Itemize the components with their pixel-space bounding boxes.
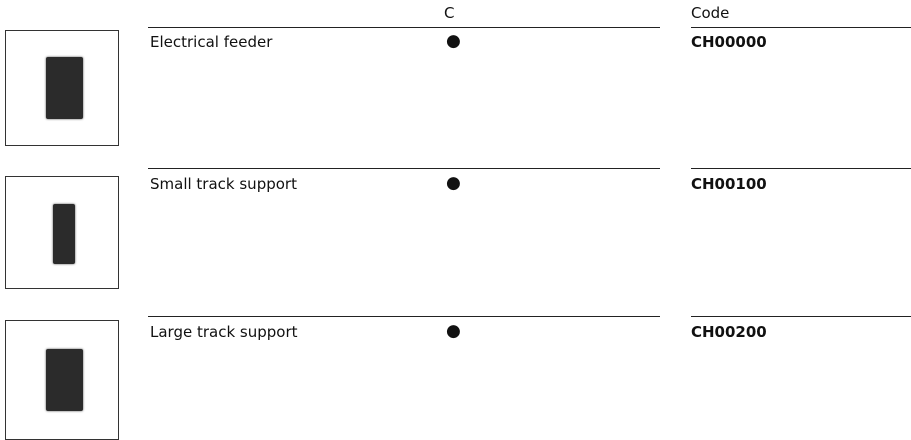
row-divider [148,168,660,169]
product-icon [46,349,83,411]
row-divider [691,316,911,317]
row-divider [691,27,911,28]
product-name: Small track support [150,175,297,193]
product-code: CH00200 [691,323,767,341]
availability-dot: ● [446,31,461,51]
product-image [5,320,119,440]
product-name: Electrical feeder [150,33,273,51]
row-divider [148,27,660,28]
column-header: Code [691,4,730,22]
row-divider [148,316,660,317]
availability-dot: ● [446,173,461,193]
product-image [5,30,119,146]
product-image [5,176,119,289]
column-header: C [444,4,455,22]
product-code: CH00000 [691,33,767,51]
product-icon [53,204,75,264]
product-icon [46,57,83,119]
availability-dot: ● [446,321,461,341]
product-code: CH00100 [691,175,767,193]
product-name: Large track support [150,323,298,341]
row-divider [691,168,911,169]
